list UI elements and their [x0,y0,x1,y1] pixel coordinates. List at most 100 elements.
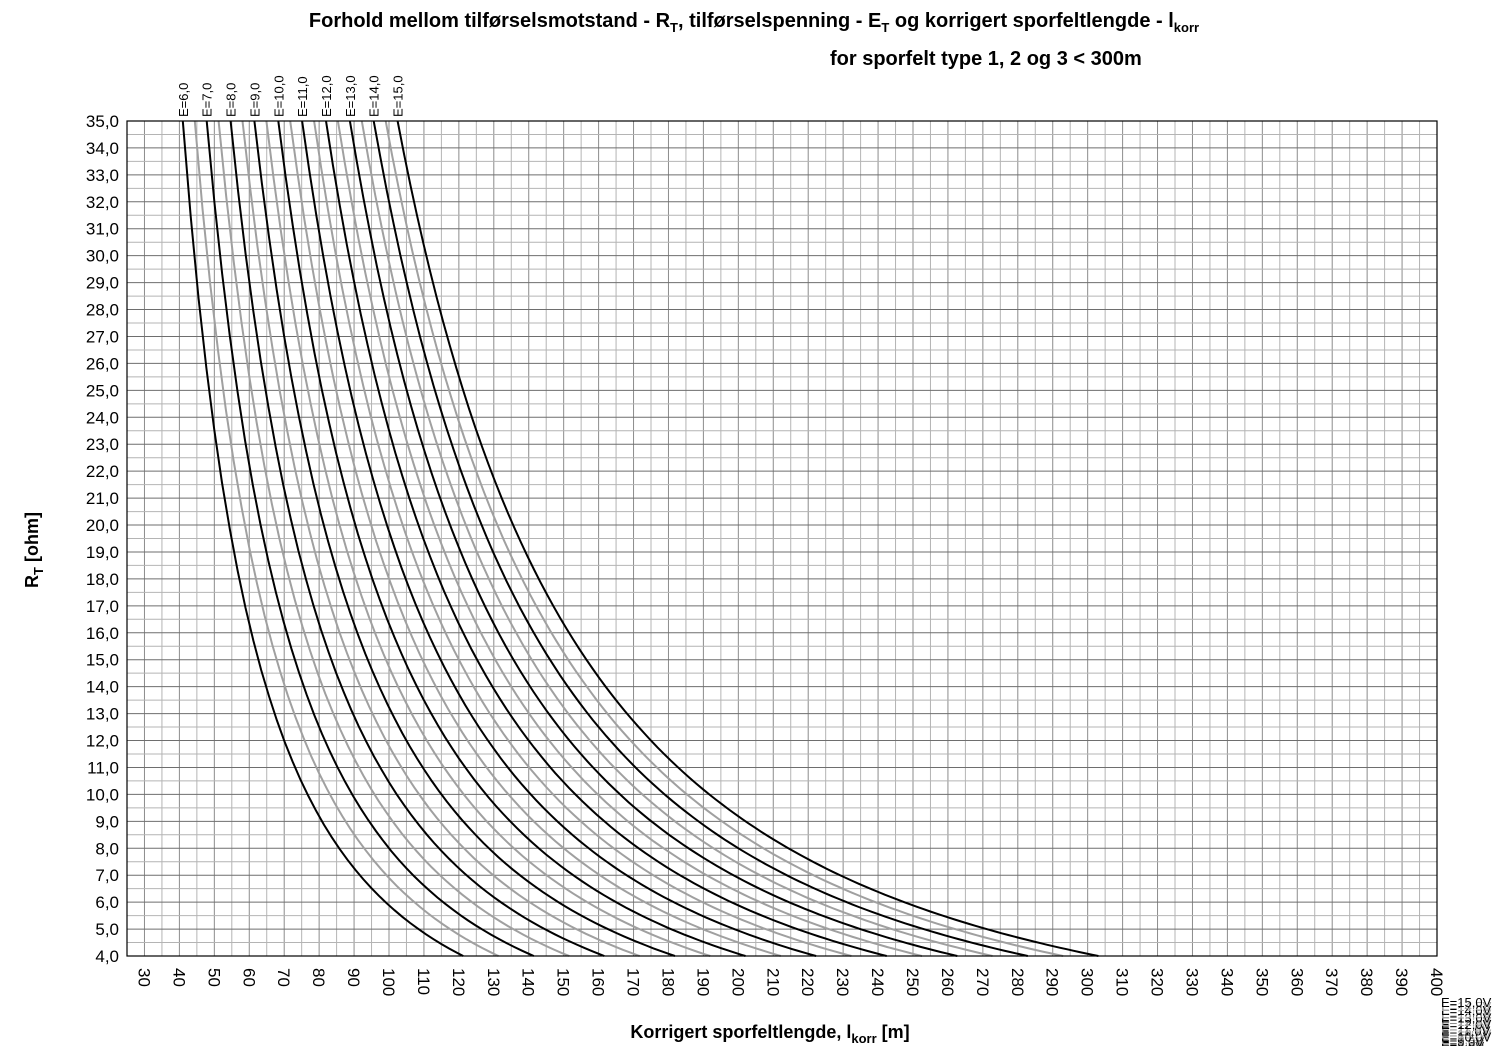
y-tick-label: 29,0 [86,274,119,293]
curve-end-label: E=11,5V [1441,1020,1491,1035]
x-tick-label: 250 [903,968,922,996]
chart-subtitle: for sporfelt type 1, 2 og 3 < 300m [830,48,1142,70]
x-tick-label: 110 [414,968,433,995]
y-tick-label: 14,0 [86,678,119,697]
x-tick-label: 150 [554,968,573,996]
y-tick-label: 31,0 [86,220,119,239]
y-tick-label: 18,0 [86,570,119,589]
curve-top-label: E=13,0 [343,75,358,117]
x-tick-label: 160 [589,968,608,996]
y-tick-label: 5,0 [95,920,119,939]
y-tick-label: 26,0 [86,354,119,373]
title-part-3: og korrigert sporfeltlengde - l [889,10,1174,32]
y-tick-label: 25,0 [86,381,119,400]
title-part-2: , tilførselspenning - E [678,10,882,32]
curve-top-label: E=14,0 [367,75,382,117]
curve-top-label: E=12,0 [319,75,334,117]
curve-top-label: E=11,0 [295,76,310,117]
y-tick-label: 33,0 [86,166,119,185]
x-tick-label: 370 [1322,968,1341,996]
y-tick-label: 17,0 [86,597,119,616]
x-tick-label: 340 [1217,968,1236,996]
y-tick-label: 35,0 [86,112,119,131]
curve-top-label: E=15,0 [391,75,406,117]
curve-end-label: E=15,0V [1441,995,1492,1010]
curve-end-label: E=13,0V [1441,1010,1492,1025]
x-tick-label: 240 [868,968,887,996]
x-tick-label: 260 [938,968,957,996]
x-tick-label: 220 [798,968,817,996]
y-axis-title: RT [ohm] [22,512,46,588]
x-tick-label: 70 [274,968,293,987]
plot-border [126,120,1438,957]
x-tick-label: 170 [624,968,643,996]
curve-end-label: E=10,0V [1441,1029,1492,1044]
curve-end-label: E=13,5V [1441,1007,1492,1022]
curve-E11-5 [313,120,852,957]
x-tick-label: 330 [1182,968,1201,996]
curve-E6 [181,120,464,957]
y-tick-label: 21,0 [86,489,119,508]
curve-top-label: E=10,0 [271,75,286,117]
y-tick-label: 28,0 [86,301,119,320]
y-tick-label: 6,0 [95,893,119,912]
curve-E10 [277,120,746,957]
y-tick-label: 22,0 [86,462,119,481]
y-tick-label: 9,0 [95,812,119,831]
grid [126,120,1438,957]
x-tick-label: 300 [1078,968,1097,996]
curve-end-label: E=14,0V [1441,1003,1492,1018]
y-tick-label: 34,0 [86,139,119,158]
curve-end-label: E=7,5V [1441,1041,1484,1046]
x-tick-label: 190 [693,968,712,996]
x-tick-label: 50 [204,968,223,987]
curve-E7-5 [217,120,570,957]
y-tick-label: 8,0 [95,839,119,858]
x-tick-labels: 30 40 50 60 70 80 90 100 110 120 130 140 150 160 170 18… [134,968,1446,996]
y-tick-label: 12,0 [86,732,119,751]
x-tick-label: 140 [519,968,538,996]
title-sub-1: T [670,20,678,35]
x-axis-title: Korrigert sporfeltlengde, lkorr [m] [630,1022,909,1046]
curve-E13-5 [360,120,993,957]
x-tick-label: 350 [1252,968,1271,996]
y-tick-label: 24,0 [86,408,119,427]
curve-E12-5 [336,120,923,957]
title-sub-2: T [881,20,890,35]
x-tick-label: 90 [344,968,363,987]
curve-end-label: E=9,0V [1441,1034,1484,1046]
x-tick-label: 60 [239,968,258,987]
x-tick-label: 210 [763,968,782,996]
x-tick-label: 100 [379,968,398,996]
x-tick-label: 380 [1357,968,1376,996]
curve-E10-5 [289,120,782,957]
chart-title: Forhold mellom tilførselsmotstand - RT, … [0,10,1508,35]
curve-E12 [325,120,887,957]
x-tick-label: 270 [973,968,992,996]
y-tick-label: 32,0 [86,193,119,212]
curve-end-label: E=8,0V [1441,1039,1484,1046]
x-tick-label: 80 [309,968,328,987]
title-sub-3: korr [1173,20,1200,35]
x-tick-label: 360 [1287,968,1306,996]
curve-end-label: E=9,5V [1441,1032,1484,1046]
x-tick-label: 310 [1113,968,1132,996]
curve-end-label: E=10,5V [1441,1026,1492,1041]
curve-E9-5 [265,120,711,957]
curve-end-label: E=11,0V [1441,1023,1491,1038]
curve-E15 [396,120,1099,957]
y-tick-label: 30,0 [86,247,119,266]
x-tick-label: 180 [658,968,677,996]
y-tick-label: 11,0 [87,758,119,777]
x-tick-label: 200 [728,968,747,996]
curve-end-label: E=8,5V [1441,1037,1484,1046]
x-tick-label: 40 [169,968,188,987]
y-tick-label: 19,0 [86,543,119,562]
y-tick-label: 15,0 [86,651,119,670]
curve-top-label: E=8,0 [224,83,239,117]
curve-E14 [372,120,1029,957]
plot-frame [126,120,1438,957]
curve-E9 [253,120,676,957]
curve-top-label: E=6,0 [176,83,191,117]
curve-top-labels: E=6,0 E=7,0 E=8,0 E=9,0 E=10,0 E=11,0 E=12,0 E=… [176,75,406,117]
